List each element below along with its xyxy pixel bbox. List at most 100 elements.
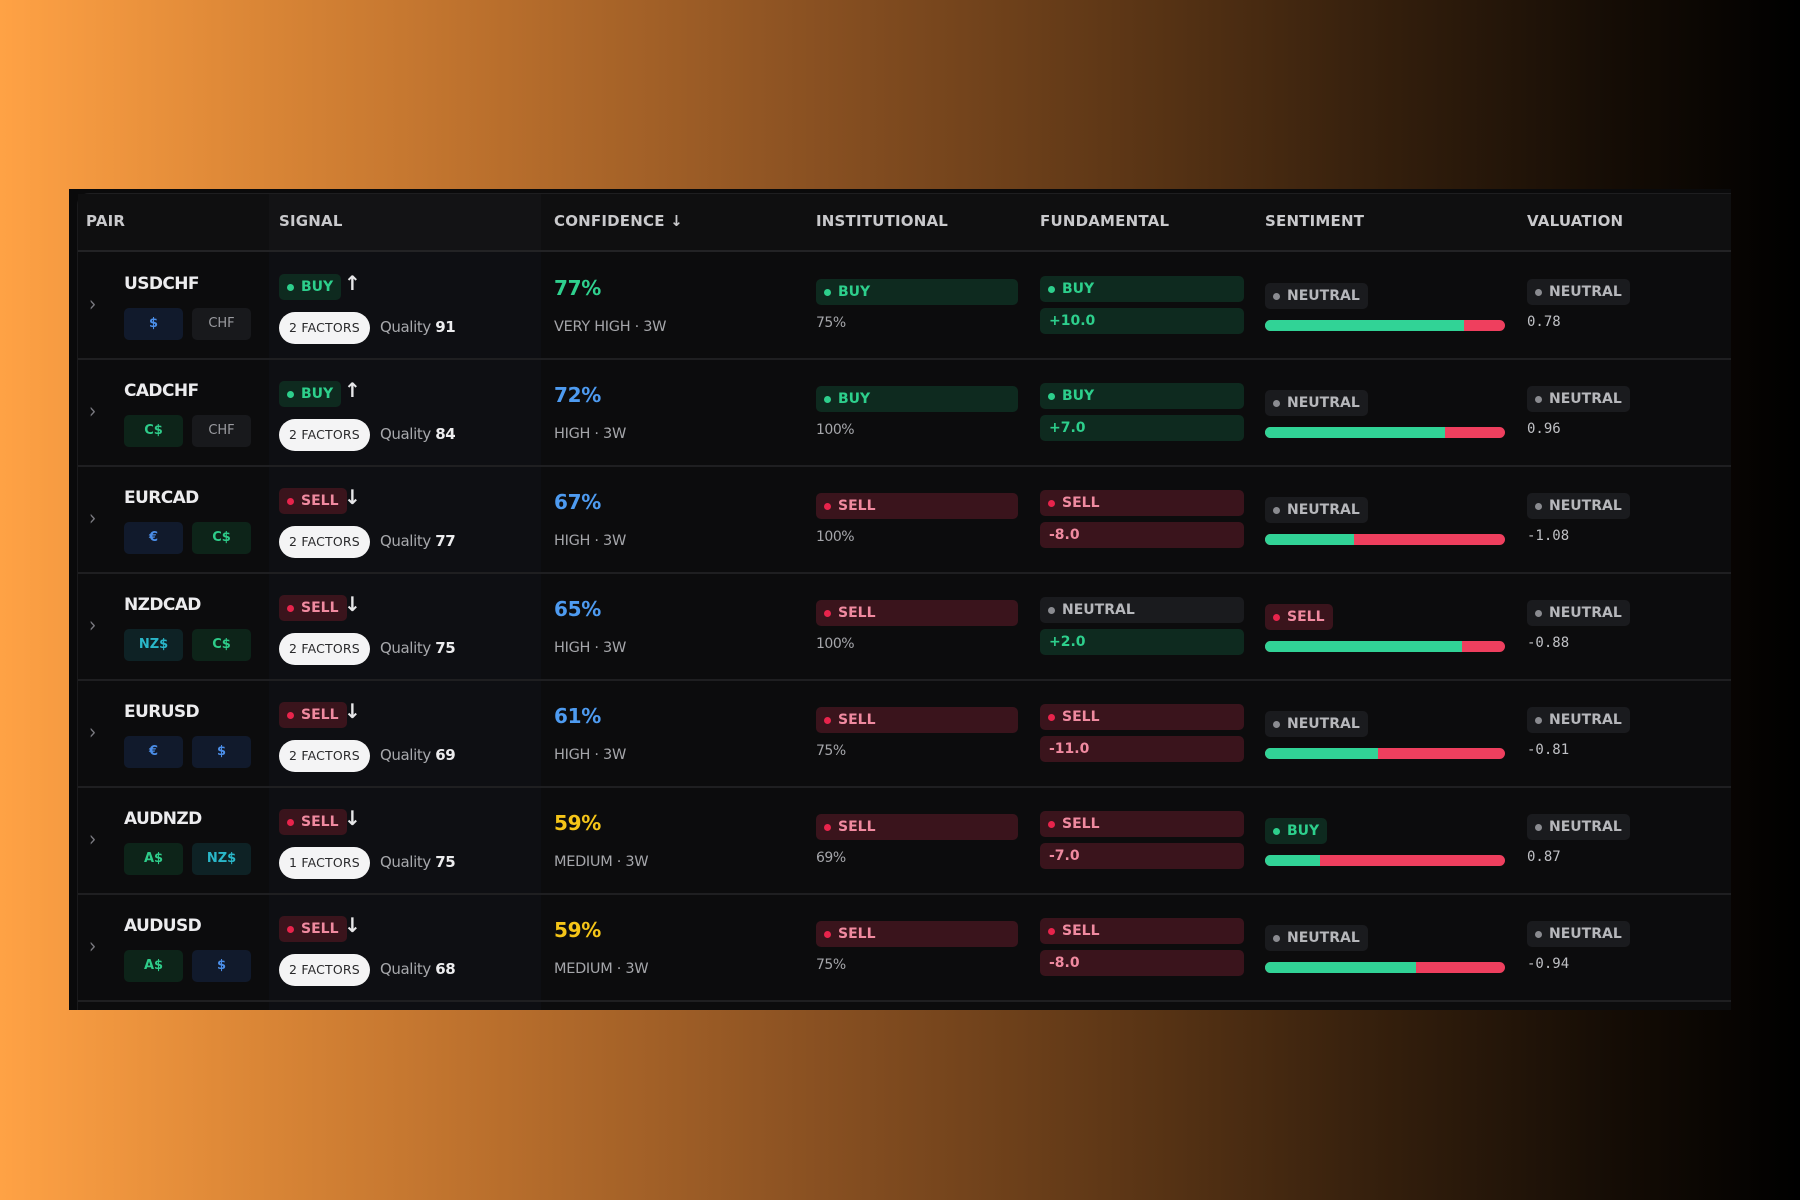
- expand-chevron-icon[interactable]: ›: [89, 398, 97, 425]
- status-dot-icon: [1273, 721, 1280, 728]
- sentiment-label: NEUTRAL: [1287, 502, 1360, 518]
- sentiment-label: NEUTRAL: [1287, 930, 1360, 946]
- table-row[interactable]: › USDCHF $ CHF BUY ↑ 2 FACTORS Quality 9…: [78, 252, 1731, 360]
- fundamental-label: SELL: [1062, 923, 1100, 939]
- factors-pill[interactable]: 2 FACTORS: [279, 633, 370, 665]
- sentiment-bullish-fill: [1265, 427, 1445, 438]
- table-row[interactable]: › EURUSD € $ SELL ↓ 2 FACTORS Quality 69…: [78, 680, 1731, 788]
- status-dot-icon: [287, 498, 294, 505]
- status-dot-icon: [1535, 289, 1542, 296]
- factors-pill[interactable]: 1 FACTORS: [279, 847, 370, 879]
- quality-score: Quality 69: [380, 746, 456, 764]
- sentiment-ratio-bar: [1265, 855, 1505, 866]
- institutional-label: BUY: [838, 284, 871, 300]
- institutional-badge: SELL: [816, 921, 1018, 947]
- fundamental-score: -8.0: [1040, 950, 1244, 976]
- quality-label: Quality: [380, 960, 431, 978]
- sentiment-bullish-fill: [1265, 641, 1462, 652]
- quote-currency-chip: CHF: [192, 308, 251, 340]
- quote-currency-chip: $: [192, 736, 251, 768]
- header-pair[interactable]: PAIR: [86, 212, 126, 230]
- factors-pill[interactable]: 2 FACTORS: [279, 954, 370, 986]
- sentiment-bullish-fill: [1265, 320, 1465, 331]
- fundamental-label: SELL: [1062, 709, 1100, 725]
- factors-pill[interactable]: 2 FACTORS: [279, 419, 370, 451]
- institutional-label: SELL: [838, 926, 876, 942]
- signal-header-background: [269, 194, 541, 250]
- fundamental-score: -8.0: [1040, 522, 1244, 548]
- base-currency-chip: C$: [124, 415, 183, 447]
- valuation-value: -0.81: [1527, 742, 1570, 758]
- table-row[interactable]: › EURCAD € C$ SELL ↓ 2 FACTORS Quality 7…: [78, 466, 1731, 574]
- sentiment-badge: NEUTRAL: [1265, 283, 1368, 309]
- status-dot-icon: [1273, 614, 1280, 621]
- quality-value: 75: [435, 853, 456, 871]
- quality-score: Quality 91: [380, 318, 456, 336]
- institutional-badge: SELL: [816, 814, 1018, 840]
- valuation-badge: NEUTRAL: [1527, 386, 1630, 412]
- expand-chevron-icon[interactable]: ›: [89, 826, 97, 853]
- fundamental-badge: SELL: [1040, 704, 1244, 730]
- signal-badge: SELL: [279, 809, 347, 835]
- table-row[interactable]: › AUDUSD A$ $ SELL ↓ 2 FACTORS Quality 6…: [78, 894, 1731, 1002]
- signal-direction-arrow-icon: ↓: [344, 485, 361, 509]
- valuation-label: NEUTRAL: [1549, 391, 1622, 407]
- pair-name: EURUSD: [124, 702, 200, 722]
- expand-chevron-icon[interactable]: ›: [89, 505, 97, 532]
- table-row[interactable]: › AUDNZD A$ NZ$ SELL ↓ 1 FACTORS Quality…: [78, 787, 1731, 895]
- status-dot-icon: [824, 396, 831, 403]
- factors-pill[interactable]: 2 FACTORS: [279, 740, 370, 772]
- valuation-label: NEUTRAL: [1549, 284, 1622, 300]
- signal-direction-arrow-icon: ↓: [344, 913, 361, 937]
- base-currency-chip: A$: [124, 843, 183, 875]
- expand-chevron-icon[interactable]: ›: [89, 291, 97, 318]
- pair-name: EURCAD: [124, 488, 199, 508]
- quote-currency-chip: $: [192, 950, 251, 982]
- confidence-level: HIGH · 3W: [554, 640, 627, 656]
- institutional-badge: BUY: [816, 386, 1018, 412]
- status-dot-icon: [287, 712, 294, 719]
- factors-pill[interactable]: 2 FACTORS: [279, 312, 370, 344]
- signals-table: PAIR SIGNAL CONFIDENCE ↓ INSTITUTIONAL F…: [77, 193, 1731, 1010]
- institutional-percent: 69%: [816, 850, 846, 866]
- quality-score: Quality 68: [380, 960, 456, 978]
- header-confidence-sorted[interactable]: CONFIDENCE ↓: [554, 212, 683, 230]
- sentiment-bullish-fill: [1265, 962, 1417, 973]
- valuation-badge: NEUTRAL: [1527, 814, 1630, 840]
- institutional-percent: 75%: [816, 315, 846, 331]
- status-dot-icon: [1273, 293, 1280, 300]
- header-signal[interactable]: SIGNAL: [279, 212, 343, 230]
- institutional-badge: SELL: [816, 493, 1018, 519]
- status-dot-icon: [1273, 828, 1280, 835]
- confidence-value: 72%: [554, 383, 601, 407]
- valuation-badge: NEUTRAL: [1527, 921, 1630, 947]
- status-dot-icon: [287, 284, 294, 291]
- fundamental-badge: SELL: [1040, 490, 1244, 516]
- fundamental-score: +7.0: [1040, 415, 1244, 441]
- confidence-level: MEDIUM · 3W: [554, 961, 649, 977]
- sentiment-ratio-bar: [1265, 320, 1505, 331]
- quality-value: 75: [435, 639, 456, 657]
- table-row[interactable]: › CADCHF C$ CHF BUY ↑ 2 FACTORS Quality …: [78, 359, 1731, 467]
- sentiment-label: NEUTRAL: [1287, 395, 1360, 411]
- pair-name: AUDNZD: [124, 809, 202, 829]
- quality-label: Quality: [380, 853, 431, 871]
- factors-pill[interactable]: 2 FACTORS: [279, 526, 370, 558]
- table-row[interactable]: › NZDCAD NZ$ C$ SELL ↓ 2 FACTORS Quality…: [78, 573, 1731, 681]
- sentiment-ratio-bar: [1265, 641, 1505, 652]
- institutional-percent: 75%: [816, 743, 846, 759]
- expand-chevron-icon[interactable]: ›: [89, 719, 97, 746]
- signal-label: BUY: [301, 386, 334, 402]
- sentiment-ratio-bar: [1265, 427, 1505, 438]
- status-dot-icon: [1535, 717, 1542, 724]
- header-sentiment[interactable]: SENTIMENT: [1265, 212, 1365, 230]
- header-fundamental[interactable]: FUNDAMENTAL: [1040, 212, 1170, 230]
- header-valuation[interactable]: VALUATION: [1527, 212, 1624, 230]
- expand-chevron-icon[interactable]: ›: [89, 612, 97, 639]
- fundamental-score: -7.0: [1040, 843, 1244, 869]
- sentiment-badge: NEUTRAL: [1265, 711, 1368, 737]
- institutional-badge: SELL: [816, 707, 1018, 733]
- expand-chevron-icon[interactable]: ›: [89, 933, 97, 960]
- status-dot-icon: [824, 610, 831, 617]
- header-institutional[interactable]: INSTITUTIONAL: [816, 212, 949, 230]
